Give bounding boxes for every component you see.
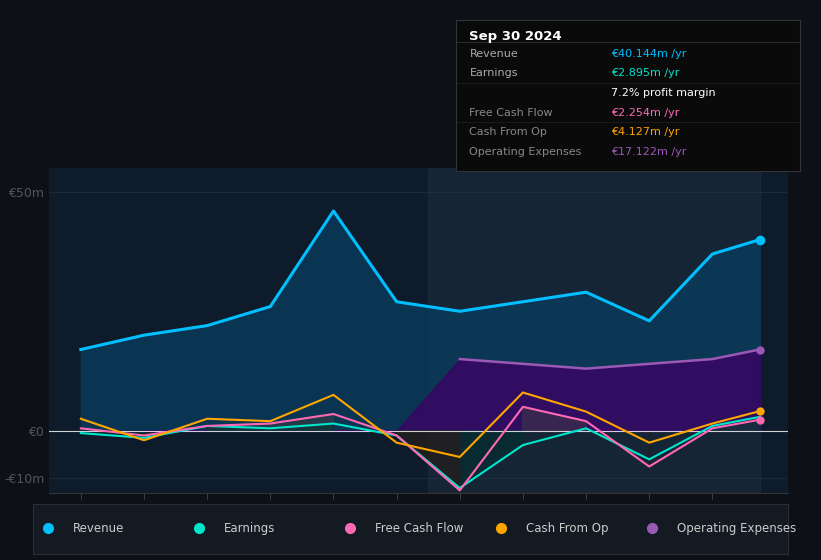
Text: Free Cash Flow: Free Cash Flow [470,108,553,118]
Text: Earnings: Earnings [470,68,518,78]
Text: Cash From Op: Cash From Op [526,522,608,535]
Text: €2.254m /yr: €2.254m /yr [611,108,679,118]
Text: Sep 30 2024: Sep 30 2024 [470,30,562,43]
Bar [429,168,759,493]
Text: €40.144m /yr: €40.144m /yr [611,49,686,59]
Text: 7.2% profit margin: 7.2% profit margin [611,88,715,98]
Text: €17.122m /yr: €17.122m /yr [611,147,686,157]
Text: Free Cash Flow: Free Cash Flow [375,522,463,535]
Text: Operating Expenses: Operating Expenses [470,147,582,157]
Text: Operating Expenses: Operating Expenses [677,522,796,535]
Text: Cash From Op: Cash From Op [470,127,548,137]
Text: Revenue: Revenue [73,522,124,535]
Text: €2.895m /yr: €2.895m /yr [611,68,679,78]
Text: €4.127m /yr: €4.127m /yr [611,127,679,137]
Text: Earnings: Earnings [224,522,275,535]
Text: Revenue: Revenue [470,49,518,59]
